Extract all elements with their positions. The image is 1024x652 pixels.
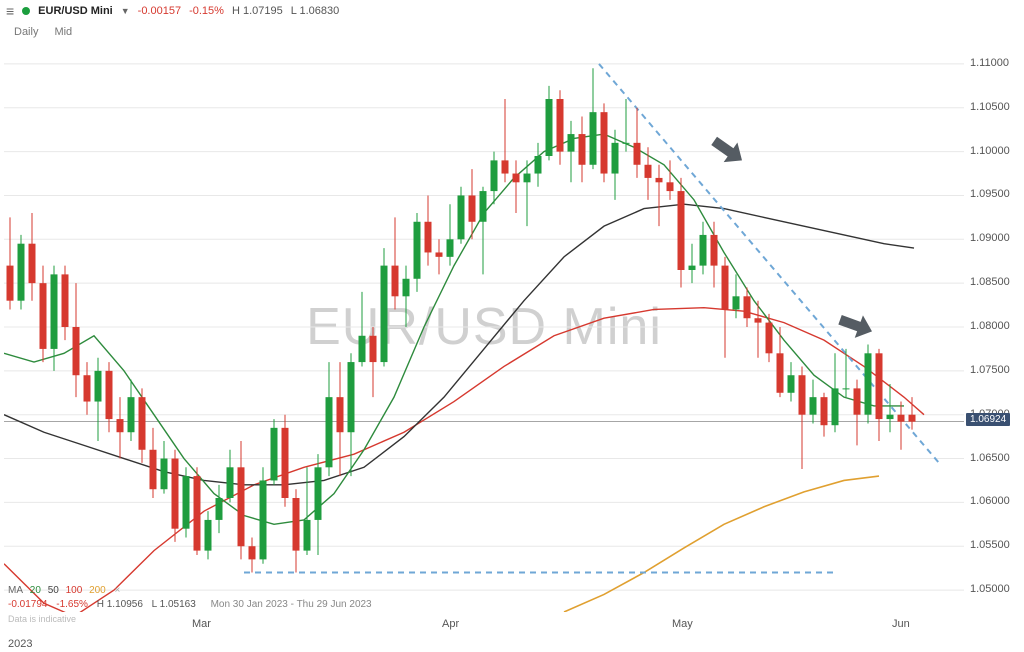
ma-50[interactable]: 50	[48, 585, 59, 596]
timeframe-row: Daily Mid	[0, 22, 1024, 42]
x-tick: Apr	[442, 618, 459, 630]
close-icon[interactable]: ×	[115, 585, 121, 596]
ma-20[interactable]: 20	[30, 585, 41, 596]
y-tick: 1.08500	[970, 276, 1010, 288]
data-indicative-label: Data is indicative	[8, 614, 76, 624]
y-tick: 1.06000	[970, 495, 1010, 507]
chart-svg	[4, 42, 964, 612]
x-tick: Mar	[192, 618, 211, 630]
dropdown-icon[interactable]: ▼	[121, 6, 130, 16]
year-label: 2023	[8, 638, 32, 650]
ohlc-high: H 1.07195	[232, 5, 283, 17]
ma-legend: MA 20 50 100 200 × -0.01794 -1.65% H 1.1…	[8, 584, 372, 612]
ma-200[interactable]: 200	[89, 585, 106, 596]
y-tick: 1.09000	[970, 232, 1010, 244]
ma-title: MA	[8, 585, 23, 596]
y-tick: 1.11000	[970, 57, 1009, 69]
y-tick: 1.08000	[970, 320, 1010, 332]
ma-100[interactable]: 100	[66, 585, 83, 596]
last-price-tag: 1.06924	[966, 413, 1010, 426]
y-tick: 1.06500	[970, 452, 1010, 464]
y-tick: 1.07500	[970, 364, 1010, 376]
y-tick: 1.10500	[970, 101, 1010, 113]
x-tick: May	[672, 618, 693, 630]
chart-area[interactable]: EUR/USD Mini	[4, 42, 964, 612]
chart-header: ≡ EUR/USD Mini ▼ -0.00157 -0.15% H 1.071…	[0, 0, 1024, 22]
ma-high: H 1.10956	[97, 599, 143, 610]
y-tick: 1.10000	[970, 145, 1010, 157]
price-change-pct: -0.15%	[189, 5, 224, 17]
ma-change: -0.01794	[8, 599, 47, 610]
y-tick: 1.05500	[970, 539, 1010, 551]
x-axis: Mar Apr May Jun	[4, 612, 964, 632]
ma-low: L 1.05163	[152, 599, 196, 610]
symbol-name[interactable]: EUR/USD Mini	[38, 5, 113, 17]
menu-icon[interactable]: ≡	[6, 3, 14, 19]
x-tick: Jun	[892, 618, 910, 630]
timeframe-daily[interactable]: Daily	[14, 26, 38, 38]
status-dot-icon	[22, 7, 30, 15]
y-axis: 1.11000 1.10500 1.10000 1.09500 1.09000 1.085…	[964, 42, 1024, 612]
timeframe-mid[interactable]: Mid	[54, 26, 72, 38]
date-range: Mon 30 Jan 2023 - Thu 29 Jun 2023	[211, 599, 372, 610]
y-tick: 1.09500	[970, 188, 1010, 200]
ma-change-pct: -1.65%	[56, 599, 88, 610]
y-tick: 1.05000	[970, 583, 1010, 595]
ohlc-low: L 1.06830	[291, 5, 340, 17]
price-change: -0.00157	[138, 5, 181, 17]
